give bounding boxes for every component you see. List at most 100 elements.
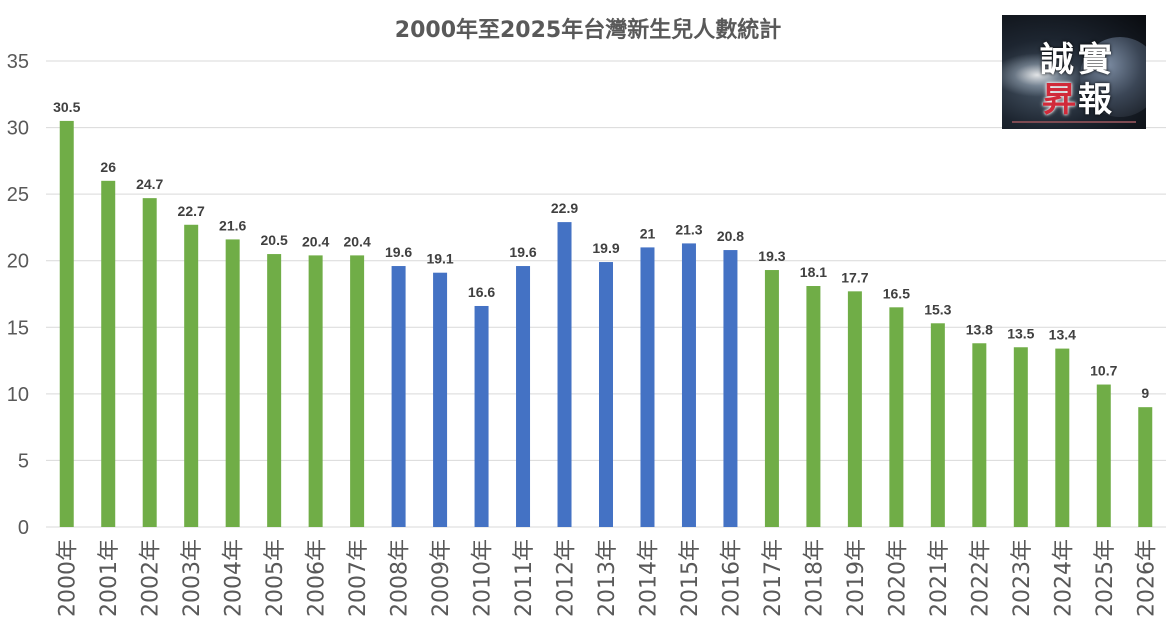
data-label: 21.3	[675, 221, 702, 237]
data-label: 22.7	[178, 203, 205, 219]
x-tick-label: 2011年	[512, 539, 537, 617]
x-tick-label: 2019年	[844, 539, 869, 617]
data-labels: 30.5 26 24.7 22.7 21.6 20.5 20.4 20.4 19.6 19.1 16…	[53, 99, 1149, 401]
x-tick-label: 2015年	[678, 539, 703, 617]
y-tick-label: 10	[7, 384, 29, 406]
x-tick-label: 2025年	[1093, 539, 1118, 617]
data-label: 15.3	[924, 301, 951, 317]
x-axis-ticks: 2000年 2001年 2002年 2003年 2004年 2005年 2006年 2007年…	[56, 539, 1160, 617]
x-tick-label: 2021年	[927, 539, 952, 617]
data-label: 19.6	[509, 244, 536, 260]
x-tick-label: 2013年	[595, 539, 620, 617]
x-tick-label: 2017年	[761, 539, 786, 617]
bar	[101, 180, 116, 528]
data-label: 13.8	[966, 321, 993, 337]
bar	[1096, 384, 1111, 527]
bar	[391, 266, 406, 527]
x-tick-label: 2004年	[222, 539, 247, 617]
data-label: 26	[100, 159, 116, 175]
data-label: 16.5	[883, 285, 910, 301]
data-label: 13.4	[1049, 327, 1076, 343]
bar	[350, 255, 365, 528]
x-tick-label: 2026年	[1134, 539, 1159, 617]
x-tick-label: 2001年	[97, 539, 122, 617]
x-tick-label: 2002年	[139, 539, 164, 617]
bar	[764, 270, 779, 527]
data-label: 19.6	[385, 244, 412, 260]
data-label: 30.5	[53, 99, 80, 115]
bar	[184, 224, 199, 527]
y-tick-label: 35	[7, 51, 29, 73]
bar	[889, 307, 904, 527]
data-label: 20.8	[717, 228, 744, 244]
data-label: 20.5	[261, 232, 288, 248]
logo-char: 報	[1078, 80, 1112, 120]
y-tick-label: 25	[7, 184, 29, 206]
x-tick-label: 2014年	[636, 539, 661, 617]
x-tick-label: 2018年	[802, 539, 827, 617]
x-tick-label: 2024年	[1051, 539, 1076, 617]
data-label: 9	[1141, 385, 1149, 401]
data-label: 13.5	[1007, 325, 1034, 341]
x-tick-label: 2000年	[56, 539, 81, 617]
data-label: 19.3	[758, 248, 785, 264]
x-tick-label: 2023年	[1010, 539, 1035, 617]
y-tick-label: 15	[7, 317, 29, 339]
data-label: 19.1	[426, 251, 453, 267]
x-tick-label: 2022年	[968, 539, 993, 617]
y-tick-label: 5	[18, 450, 29, 472]
bar	[142, 198, 157, 527]
bar	[1013, 347, 1028, 527]
x-tick-label: 2005年	[263, 539, 288, 617]
x-tick-label: 2008年	[388, 539, 413, 617]
data-label: 22.9	[551, 200, 578, 216]
data-label: 20.4	[343, 233, 370, 249]
bar	[930, 323, 945, 527]
data-label: 20.4	[302, 233, 329, 249]
logo-char: 昇	[1042, 80, 1076, 120]
data-label: 16.6	[468, 284, 495, 300]
y-tick-label: 20	[7, 251, 29, 273]
bar	[599, 262, 613, 527]
bar	[474, 305, 489, 527]
bar	[681, 243, 696, 528]
y-tick-label: 30	[7, 118, 29, 140]
bar	[225, 239, 240, 527]
bar	[806, 286, 821, 527]
bar	[433, 272, 448, 527]
data-label: 21	[640, 225, 656, 241]
x-tick-label: 2009年	[429, 539, 454, 617]
bar	[640, 247, 655, 527]
x-tick-label: 2006年	[305, 539, 330, 617]
x-tick-label: 2003年	[180, 539, 205, 617]
bar	[557, 222, 572, 528]
bar	[267, 254, 282, 528]
data-label: 17.7	[841, 269, 868, 285]
logo-char: 誠	[1040, 40, 1074, 80]
bar	[847, 291, 862, 527]
x-tick-label: 2012年	[554, 539, 579, 617]
data-label: 21.6	[219, 217, 246, 233]
bar	[723, 250, 738, 527]
logo-char: 實	[1078, 40, 1112, 80]
bar	[1055, 348, 1070, 527]
data-label: 18.1	[800, 264, 827, 280]
x-tick-label: 2007年	[346, 539, 371, 617]
bar	[972, 343, 987, 527]
bar	[1138, 407, 1153, 527]
bars	[59, 120, 1153, 528]
x-tick-label: 2010年	[471, 539, 496, 617]
data-label: 10.7	[1090, 363, 1117, 379]
brand-logo: 誠 實 昇 報	[1002, 15, 1146, 129]
bar	[59, 120, 74, 528]
bar	[308, 255, 323, 528]
x-tick-label: 2016年	[719, 539, 744, 617]
chart-title: 2000年至2025年台灣新生兒人數統計	[394, 18, 782, 43]
x-tick-label: 2020年	[885, 539, 910, 617]
bar	[516, 266, 531, 527]
y-axis-ticks: 0 5 10 15 20 25 30 35	[7, 51, 29, 539]
data-label: 19.9	[592, 240, 619, 256]
y-tick-label: 0	[18, 517, 29, 539]
data-label: 24.7	[136, 176, 163, 192]
